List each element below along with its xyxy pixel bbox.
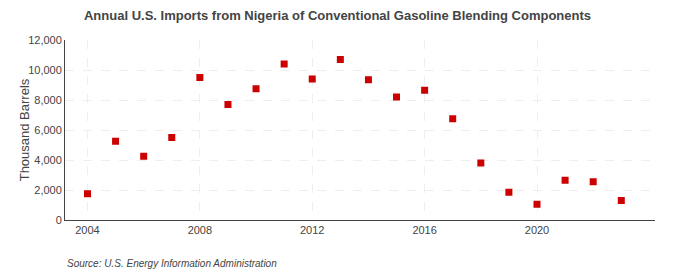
svg-text:Thousand Barrels: Thousand Barrels (17, 78, 32, 181)
svg-text:4,000: 4,000 (34, 154, 62, 166)
svg-text:8,000: 8,000 (34, 94, 62, 106)
svg-text:6,000: 6,000 (34, 124, 62, 136)
svg-text:12,000: 12,000 (28, 34, 62, 46)
svg-text:10,000: 10,000 (28, 64, 62, 76)
svg-text:2020: 2020 (525, 224, 549, 236)
svg-text:2012: 2012 (300, 224, 324, 236)
svg-text:Annual U.S. Imports from Niger: Annual U.S. Imports from Nigeria of Conv… (84, 8, 591, 23)
svg-text:Source: U.S. Energy Informatio: Source: U.S. Energy Information Administ… (67, 258, 277, 269)
svg-text:2,000: 2,000 (34, 184, 62, 196)
svg-text:2008: 2008 (188, 224, 212, 236)
svg-text:0: 0 (56, 214, 62, 226)
svg-text:2016: 2016 (412, 224, 436, 236)
svg-text:2004: 2004 (75, 224, 99, 236)
